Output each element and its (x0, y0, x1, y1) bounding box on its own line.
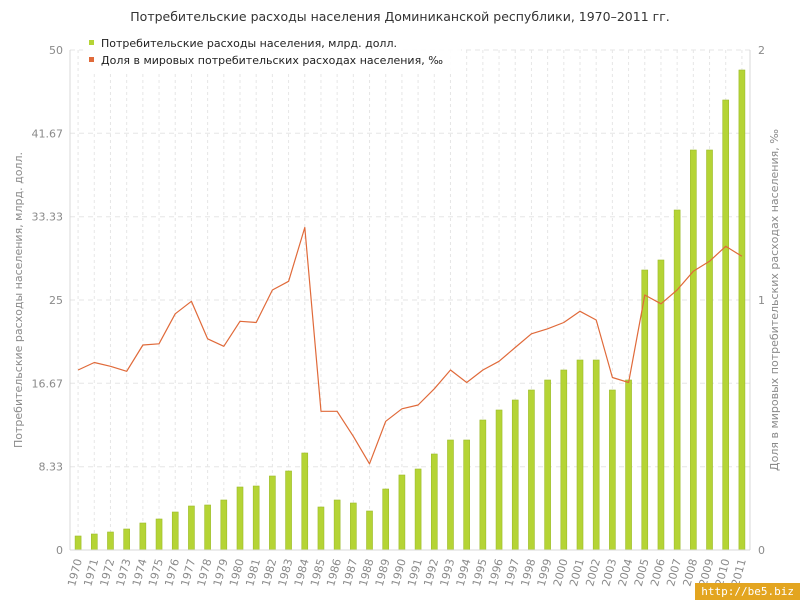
bar (285, 470, 292, 551)
bar (171, 511, 179, 551)
bar (592, 359, 600, 551)
bar (90, 533, 98, 551)
bar (673, 209, 681, 551)
y-right-tick-label: 0 (758, 544, 765, 557)
y-right-axis-title: Доля в мировых потребительских расходах … (768, 129, 781, 471)
y-left-tick-label: 25 (49, 294, 63, 307)
bar (269, 475, 276, 551)
bar (528, 389, 535, 551)
bar (625, 379, 632, 551)
y-left-tick-label: 16.67 (32, 377, 64, 390)
y-left-tick-label: 41.67 (32, 127, 64, 140)
bar (414, 468, 422, 551)
bar (382, 488, 390, 551)
bar (495, 409, 503, 551)
line-path (77, 226, 743, 465)
bar (576, 359, 584, 551)
bar (366, 510, 373, 551)
legend-box (83, 35, 461, 71)
bar (722, 99, 730, 551)
watermark[interactable]: http://be5.biz (695, 583, 800, 600)
legend-label-line: Доля в мировых потребительских расходах … (101, 54, 443, 67)
bar (430, 453, 438, 551)
bar (398, 474, 406, 551)
bar (560, 369, 568, 551)
y-left-axis-title: Потребительские расходы населения, млрд.… (12, 152, 25, 448)
bar (155, 518, 163, 551)
bar (188, 505, 195, 551)
legend-swatch-line (89, 57, 94, 62)
y-right-tick-label: 2 (758, 44, 765, 57)
y-left-tick-label: 33.33 (32, 211, 64, 224)
bar (463, 439, 470, 551)
bar-series (74, 69, 746, 551)
bar (139, 522, 147, 551)
bar (544, 379, 551, 551)
bar (447, 439, 454, 551)
bar (236, 486, 244, 551)
bar (511, 399, 519, 551)
bar (301, 452, 309, 551)
bar (204, 504, 211, 551)
bar (706, 149, 713, 551)
y-right-tick-label: 1 (758, 294, 765, 307)
legend: Потребительские расходы населения, млрд.… (83, 35, 461, 71)
bar (123, 528, 130, 551)
legend-swatch-bar (89, 40, 94, 45)
y-left-tick-label: 50 (49, 44, 63, 57)
bar (317, 506, 325, 551)
bar (641, 269, 649, 551)
y-left-tick-label: 8.33 (39, 461, 64, 474)
bar (690, 149, 697, 551)
bar (738, 69, 746, 551)
legend-label-bar: Потребительские расходы населения, млрд.… (101, 37, 397, 50)
bar (609, 389, 616, 551)
bar (252, 485, 260, 551)
bar (220, 499, 228, 551)
y-left-tick-label: 0 (56, 544, 63, 557)
bar (350, 502, 357, 551)
axes: 08.3316.672533.3341.67500121970197119721… (12, 44, 781, 588)
bar (107, 531, 114, 551)
bar (479, 419, 487, 551)
chart-title: Потребительские расходы населения Домини… (130, 9, 670, 24)
line-series (77, 226, 743, 465)
bar (333, 499, 341, 551)
bar (74, 535, 82, 551)
